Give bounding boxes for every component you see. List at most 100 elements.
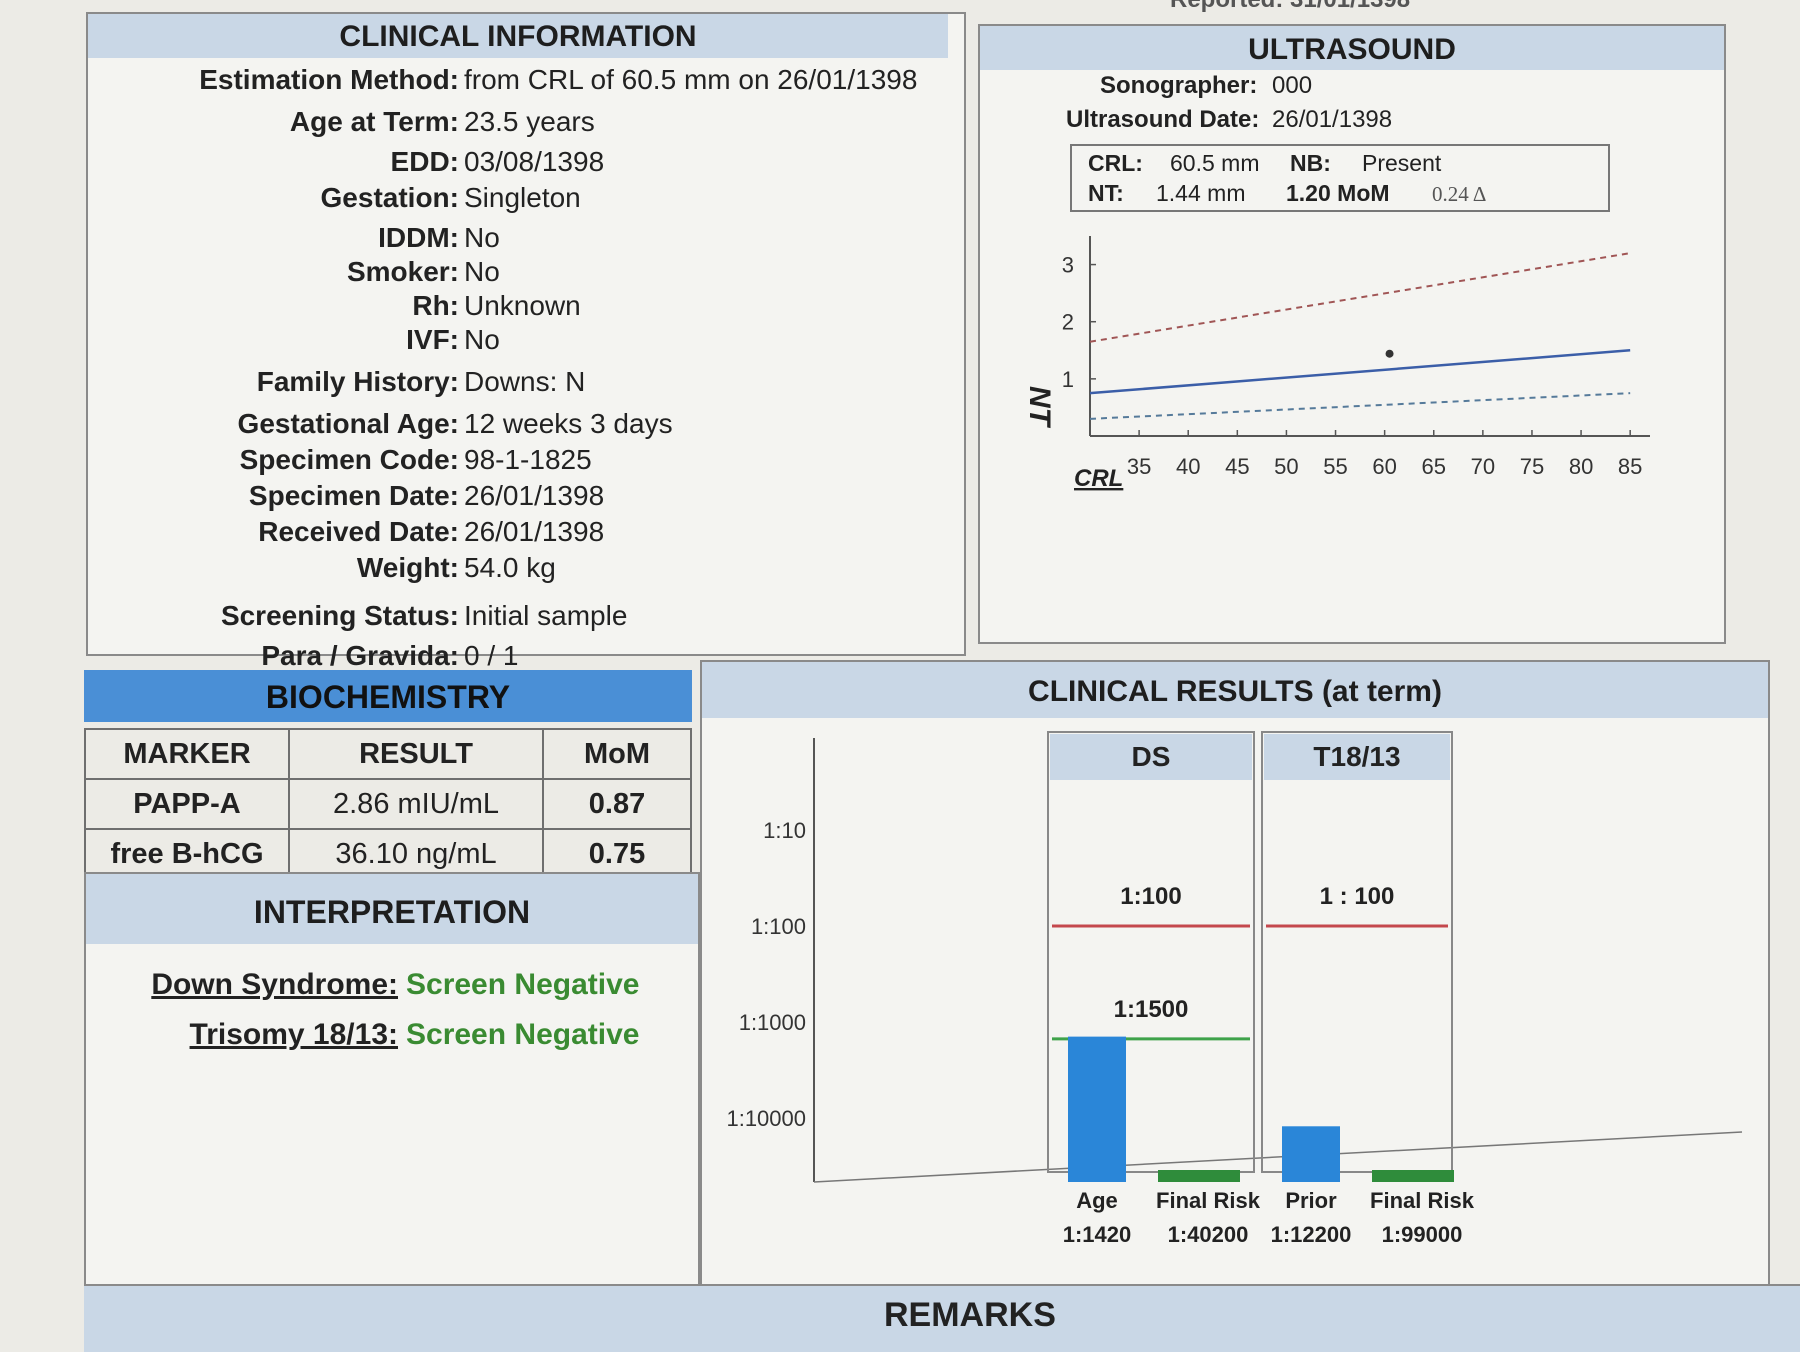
risk-bar — [1068, 1036, 1126, 1182]
risk-bar — [1158, 1170, 1240, 1182]
clinical-info-label: Received Date: — [258, 516, 459, 547]
clinical-info-row: IVF: No — [88, 324, 964, 358]
clinical-info-row: Weight: 54.0 kg — [88, 552, 964, 586]
clinical-info-row: Smoker: No — [88, 256, 964, 290]
header-mom: MoM — [542, 728, 692, 780]
clinical-info-value: 23.5 years — [464, 106, 595, 137]
nt-data-point — [1385, 349, 1394, 358]
risk-bar — [1372, 1170, 1454, 1182]
clinical-info-value: 12 weeks 3 days — [464, 408, 673, 439]
bar-value-label: 1:99000 — [1382, 1222, 1463, 1247]
x-tick-label: 75 — [1520, 454, 1544, 479]
nt-mom: 1.20 MoM — [1286, 180, 1390, 206]
clinical-info-label: Gestation: — [320, 182, 459, 213]
clinical-info-label: Gestational Age: — [237, 408, 459, 439]
clinical-info-value: 54.0 kg — [464, 552, 556, 583]
risk-group-name: T18/13 — [1313, 741, 1400, 772]
clinical-info-row: EDD: 03/08/1398 — [88, 146, 964, 180]
clinical-results-panel: CLINICAL RESULTS (at term) 1:10 1:100 1:10… — [700, 660, 1770, 1294]
bar-label: Prior — [1285, 1188, 1337, 1213]
x-axis — [813, 1131, 1743, 1183]
risk-bar — [1282, 1126, 1340, 1182]
clinical-info-row: Specimen Date: 26/01/1398 — [88, 480, 964, 514]
y-axis-label: NT — [1023, 386, 1056, 429]
clinical-info-value: No — [464, 256, 500, 287]
clinical-info-label: Para / Gravida: — [261, 640, 459, 671]
header-result: RESULT — [288, 728, 544, 780]
remarks-bar: REMARKS — [84, 1284, 1800, 1352]
clinical-info-value: Singleton — [464, 182, 581, 213]
clinical-info-value: Unknown — [464, 290, 581, 321]
result-cell: 2.86 mIU/mL — [288, 778, 544, 830]
y-tick-label: 2 — [1062, 310, 1074, 335]
mom-cell: 0.75 — [542, 828, 692, 880]
result-cell: 36.10 ng/mL — [288, 828, 544, 880]
x-tick-label: 35 — [1127, 454, 1151, 479]
percentile-line — [1089, 252, 1631, 343]
clinical-info-row: IDDM: No — [88, 222, 964, 256]
crl-label: CRL: — [1088, 150, 1143, 176]
percentile-line — [1089, 392, 1631, 420]
nb-value: Present — [1362, 150, 1442, 176]
ultrasound-measurement-box: CRL: 60.5 mm NB: Present NT: 1.44 mm 1.2… — [1070, 144, 1610, 212]
clinical-info-label: Specimen Date: — [248, 480, 459, 511]
table-row: PAPP-A 2.86 mIU/mL 0.87 — [84, 778, 692, 830]
bar-value-label: 1:1420 — [1063, 1222, 1132, 1247]
clinical-info-value: Initial sample — [464, 600, 628, 631]
clinical-info-label: Rh: — [412, 290, 459, 321]
sonographer-value: 000 — [1272, 72, 1313, 99]
clinical-info-row: Para / Gravida: 0 / 1 — [88, 640, 964, 674]
biochemistry-table: MARKER RESULT MoM PAPP-A 2.86 mIU/mL 0.8… — [84, 728, 692, 880]
clinical-info-value: 98-1-1825 — [464, 444, 592, 475]
clinical-info-label: Specimen Code: — [239, 444, 459, 475]
clinical-info-value: 26/01/1398 — [464, 516, 605, 547]
bar-value-label: 1:12200 — [1271, 1222, 1352, 1247]
header-marker: MARKER — [84, 728, 290, 780]
crl-value: 60.5 mm — [1170, 150, 1260, 176]
remarks-title: REMARKS — [884, 1296, 1056, 1334]
clinical-info-row: Family History: Downs: N — [88, 366, 964, 400]
risk-group-header — [1050, 734, 1252, 780]
clinical-info-label: Age at Term: — [289, 106, 459, 137]
x-axis-label: CRL — [1074, 465, 1123, 492]
biochemistry-panel: BIOCHEMISTRY MARKER RESULT MoM PAPP-A 2.… — [84, 670, 692, 882]
x-tick-label: 65 — [1422, 454, 1446, 479]
clinical-info-value: 0 / 1 — [464, 640, 519, 671]
y-tick-label: 1:10 — [763, 818, 806, 843]
x-tick-label: 70 — [1471, 454, 1495, 479]
clinical-results-title: CLINICAL RESULTS (at term) — [702, 662, 1768, 718]
marker-cell: free B-hCG — [84, 828, 290, 880]
clinical-info-value: No — [464, 222, 500, 253]
clinical-info-label: Screening Status: — [220, 600, 459, 631]
biochemistry-title: BIOCHEMISTRY — [84, 670, 692, 722]
y-tick-label: 1:10000 — [726, 1106, 806, 1131]
bar-label: Final Risk — [1370, 1188, 1475, 1213]
clinical-info-value: Downs: N — [464, 366, 586, 397]
marker-cell: PAPP-A — [84, 778, 290, 830]
clinical-info-value: 26/01/1398 — [464, 480, 605, 511]
mom-cell: 0.87 — [542, 778, 692, 830]
clinical-info-label: EDD: — [390, 146, 459, 177]
risk-chart: 1:10 1:100 1:1000 1:10000 DS 1:100 1:1500 Age 1:… — [726, 731, 1743, 1247]
bar-value-label: 1:40200 — [1168, 1222, 1249, 1247]
sonographer-label: Sonographer: — [1100, 72, 1258, 99]
nt-delta: 0.24 Δ — [1432, 182, 1487, 206]
clinical-info-row: Rh: Unknown — [88, 290, 964, 324]
clinical-info-value: 03/08/1398 — [464, 146, 605, 177]
risk-group-frame — [1261, 731, 1453, 1173]
clinical-info-label: Smoker: — [346, 256, 459, 287]
median-line — [1089, 349, 1631, 395]
down-syndrome-result: Screen Negative — [406, 968, 640, 1001]
nb-label: NB: — [1290, 150, 1331, 176]
clinical-info-row: Gestational Age: 12 weeks 3 days — [88, 408, 964, 442]
ultrasound-title: ULTRASOUND — [980, 26, 1724, 70]
y-tick-label: 1 — [1062, 367, 1074, 392]
y-tick-label: 1:1000 — [739, 1010, 806, 1035]
clinical-info-row: Estimation Method: from CRL of 60.5 mm on… — [88, 64, 964, 98]
interpretation-panel: INTERPRETATION Down Syndrome: Screen Neg… — [84, 872, 700, 1322]
clinical-info-label: IVF: — [406, 324, 459, 355]
bar-label: Age — [1076, 1188, 1118, 1213]
interpretation-title: INTERPRETATION — [86, 874, 698, 944]
clinical-info-row: Screening Status: Initial sample — [88, 600, 964, 634]
clinical-info-row: Specimen Code: 98-1-1825 — [88, 444, 964, 478]
